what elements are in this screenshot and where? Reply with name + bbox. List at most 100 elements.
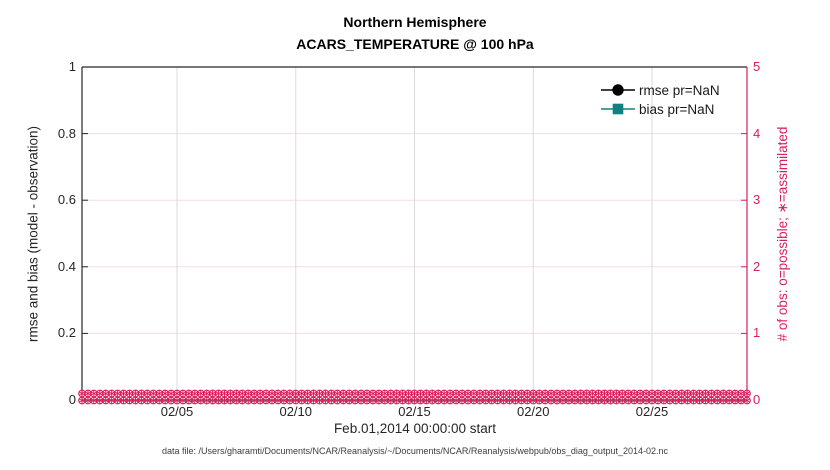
possible-obs-marker (125, 396, 134, 405)
possible-obs-marker (553, 396, 561, 405)
assimilated-obs-marker (441, 391, 448, 396)
assimilated-obs-marker (346, 398, 353, 403)
assimilated-obs-marker (144, 391, 151, 396)
assimilated-obs-marker (227, 398, 234, 403)
assimilated-obs-marker (381, 391, 388, 396)
assimilated-obs-marker (429, 391, 436, 396)
assimilated-obs-marker (524, 398, 531, 403)
assimilated-obs-marker (411, 391, 418, 396)
possible-obs-marker (339, 396, 348, 405)
possible-obs-marker (731, 396, 739, 405)
assimilated-obs-marker (500, 398, 507, 403)
possible-obs-marker (280, 396, 288, 405)
possible-obs-marker (410, 396, 419, 405)
possible-obs-marker (671, 396, 680, 405)
possible-obs-marker (458, 396, 466, 405)
assimilated-obs-marker (661, 398, 667, 403)
assimilated-obs-marker (191, 398, 198, 403)
assimilated-obs-marker (162, 391, 168, 396)
possible-obs-marker (161, 396, 169, 405)
possible-obs-marker (559, 396, 567, 405)
x-tick-label: 02/20 (516, 404, 550, 419)
possible-obs-marker (701, 396, 710, 405)
assimilated-obs-marker (494, 398, 501, 403)
assimilated-obs-marker (589, 398, 596, 403)
assimilated-obs-marker (732, 398, 738, 403)
possible-obs-marker (511, 396, 520, 405)
assimilated-obs-marker (637, 398, 643, 403)
assimilated-obs-marker (435, 391, 442, 396)
assimilated-obs-marker (286, 398, 293, 403)
legend-square-marker (612, 103, 624, 115)
assimilated-obs-marker (156, 391, 163, 396)
assimilated-obs-marker (690, 398, 697, 403)
assimilated-obs-marker (542, 398, 548, 403)
possible-obs-marker (131, 396, 140, 405)
assimilated-obs-marker (227, 391, 234, 396)
assimilated-obs-marker (304, 391, 311, 396)
possible-obs-marker (582, 396, 591, 405)
possible-obs-marker (291, 396, 300, 405)
assimilated-obs-marker (471, 391, 477, 396)
y-right-tick-label: 2 (753, 258, 761, 274)
possible-obs-marker (351, 396, 359, 405)
possible-obs-marker (493, 396, 502, 405)
assimilated-obs-marker (500, 391, 507, 396)
assimilated-obs-marker (85, 391, 91, 396)
assimilated-obs-marker (358, 391, 364, 396)
possible-obs-marker (309, 396, 318, 405)
possible-obs-marker (630, 396, 639, 405)
assimilated-obs-marker (465, 391, 471, 396)
assimilated-obs-marker (571, 391, 578, 396)
assimilated-obs-marker (720, 391, 727, 396)
possible-obs-marker (618, 396, 627, 405)
assimilated-obs-marker (548, 391, 554, 396)
assimilated-obs-marker (233, 391, 240, 396)
assimilated-obs-marker (494, 391, 501, 396)
possible-obs-marker (683, 396, 692, 405)
y-right-tick-label: 5 (753, 59, 761, 74)
assimilated-obs-marker (174, 391, 180, 396)
assimilated-obs-marker (720, 398, 727, 403)
assimilated-obs-marker (429, 398, 436, 403)
legend-label-bias: bias pr=NaN (639, 102, 715, 117)
possible-obs-marker (660, 396, 668, 405)
possible-obs-marker (600, 396, 609, 405)
assimilated-obs-marker (583, 391, 590, 396)
assimilated-obs-marker (411, 398, 418, 403)
assimilated-obs-marker (376, 398, 382, 403)
assimilated-obs-marker (465, 398, 471, 403)
assimilated-obs-marker (744, 398, 750, 403)
data-file-footnote: data file: /Users/gharamti/Documents/NCA… (161, 446, 668, 456)
assimilated-obs-marker (666, 391, 673, 396)
assimilated-obs-marker (690, 391, 697, 396)
assimilated-obs-marker (126, 391, 133, 396)
assimilated-obs-marker (482, 391, 489, 396)
assimilated-obs-marker (102, 391, 109, 396)
assimilated-obs-marker (684, 391, 691, 396)
assimilated-obs-marker (286, 391, 293, 396)
assimilated-obs-marker (168, 398, 174, 403)
assimilated-obs-marker (203, 391, 210, 396)
y-left-tick-label: 0 (68, 392, 76, 407)
possible-obs-marker (167, 396, 175, 405)
assimilated-obs-marker (352, 391, 358, 396)
possible-obs-marker (719, 396, 728, 405)
possible-obs-marker (695, 396, 704, 405)
assimilated-obs-marker (144, 398, 151, 403)
x-tick-label: 02/10 (279, 404, 313, 419)
possible-obs-marker (665, 396, 674, 405)
assimilated-obs-marker (162, 398, 168, 403)
plot-title-line2: ACARS_TEMPERATURE @ 100 hPa (296, 36, 534, 52)
assimilated-obs-marker (263, 398, 269, 403)
assimilated-obs-marker (340, 391, 347, 396)
possible-obs-marker (84, 396, 92, 405)
assimilated-obs-marker (643, 391, 649, 396)
assimilated-obs-marker (666, 398, 673, 403)
assimilated-obs-marker (518, 398, 525, 403)
possible-obs-marker (487, 396, 496, 405)
y-right-tick-label: 4 (753, 125, 761, 141)
assimilated-obs-marker (132, 398, 139, 403)
assimilated-obs-marker (702, 398, 709, 403)
